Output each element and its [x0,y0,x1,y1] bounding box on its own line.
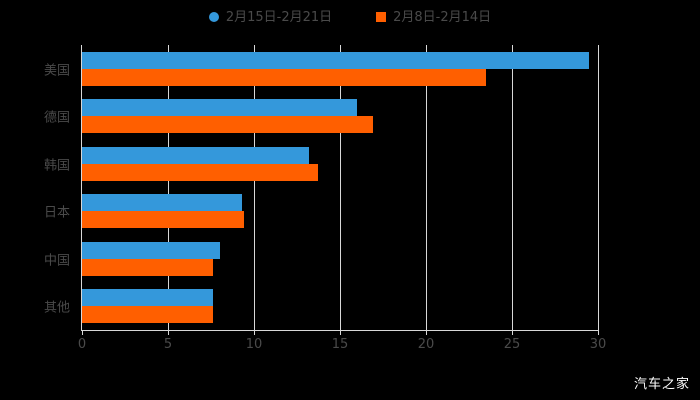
y-axis-category-label: 韩国 [43,158,70,174]
bar[interactable] [82,194,242,212]
x-axis-tick [168,330,169,335]
bar[interactable] [82,241,220,259]
bar[interactable] [82,146,310,164]
bar[interactable] [82,289,213,307]
x-axis-tick-label: 20 [417,337,435,352]
chart-legend: 2月15日-2月21日 2月8日-2月14日 [0,6,700,28]
gridline [512,45,513,330]
x-axis-tick [254,330,255,335]
bar[interactable] [82,163,318,181]
x-axis-tick-label: 15 [331,337,349,352]
x-axis-tick [426,330,427,335]
plot-area: 0 5 10 15 20 25 30 美国德国韩国日本中国其他 [44,45,606,352]
bar[interactable] [82,306,213,324]
x-axis-tick-label: 10 [245,337,263,352]
legend-item-series-a[interactable]: 2月15日-2月21日 [208,9,333,25]
gridline [426,45,427,330]
y-axis-line [81,45,82,330]
bar[interactable] [82,51,590,69]
y-axis-category-label: 日本 [43,205,70,221]
x-axis-tick-label: 30 [589,337,607,352]
gridline [598,45,599,330]
legend-label-series-a: 2月15日-2月21日 [225,9,333,25]
bar[interactable] [82,258,213,276]
y-axis-category-label: 德国 [43,110,70,126]
gridline [340,45,341,330]
y-axis-category-label: 其他 [43,300,70,316]
x-axis-tick [82,330,83,335]
bar[interactable] [82,116,373,134]
x-axis-tick [598,330,599,335]
x-axis-tick-label: 0 [77,337,87,352]
legend-item-series-b[interactable]: 2月8日-2月14日 [376,11,491,24]
gridline [168,45,169,330]
legend-label-series-b: 2月8日-2月14日 [393,9,492,25]
x-axis-tick [512,330,513,335]
legend-circle-marker-icon [208,12,219,22]
gridline [254,45,255,330]
x-axis-tick-label: 25 [503,337,521,352]
y-axis-category-label: 美国 [43,63,70,79]
bar[interactable] [82,68,487,86]
x-axis-tick-label: 5 [163,337,173,352]
x-axis-tick [340,330,341,335]
watermark: 汽车之家 [633,377,690,392]
bar[interactable] [82,99,358,117]
y-axis-category-label: 中国 [43,253,70,269]
legend-square-marker-icon [376,12,387,22]
bar[interactable] [82,211,244,229]
